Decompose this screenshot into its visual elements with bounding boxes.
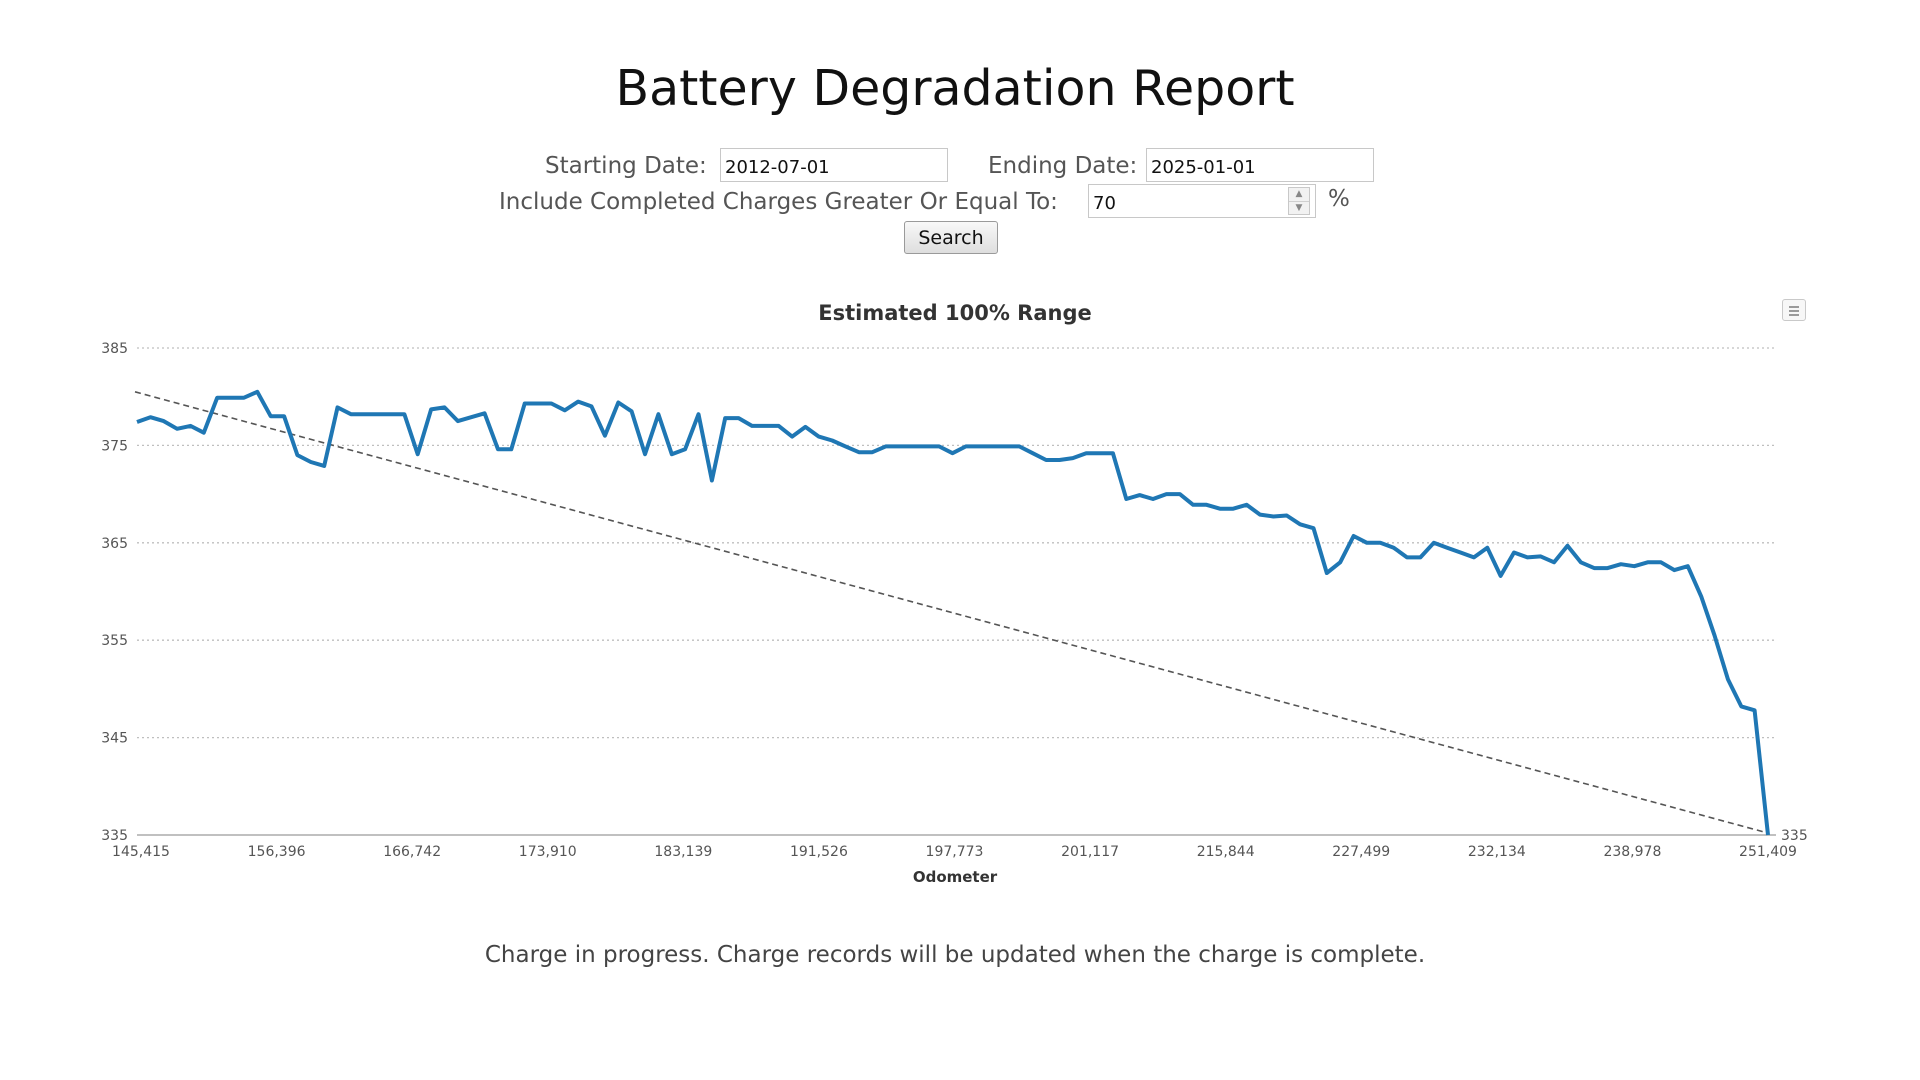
x-tick-label: 183,139 bbox=[654, 844, 712, 860]
y-tick-label: 385 bbox=[101, 341, 128, 357]
trend-line bbox=[134, 391, 1769, 834]
x-tick-label: 238,978 bbox=[1603, 844, 1661, 860]
charge-threshold-label: Include Completed Charges Greater Or Equ… bbox=[499, 189, 1058, 215]
x-axis-ticks: 145,415 156,396 166,742 173,910 183,139 191,5… bbox=[112, 844, 1797, 860]
x-tick-label: 156,396 bbox=[248, 844, 306, 860]
x-axis-title: Odometer bbox=[913, 868, 998, 886]
x-tick-label: 232,134 bbox=[1468, 844, 1526, 860]
x-tick-label: 251,409 bbox=[1739, 844, 1797, 860]
charge-threshold-input[interactable] bbox=[1088, 184, 1316, 218]
y-tick-label: 345 bbox=[101, 731, 128, 747]
percent-symbol: % bbox=[1328, 186, 1350, 212]
starting-date-label: Starting Date: bbox=[545, 153, 707, 179]
search-button[interactable]: Search bbox=[904, 221, 998, 254]
ending-date-label: Ending Date: bbox=[988, 153, 1138, 179]
starting-date-input[interactable] bbox=[720, 148, 948, 182]
x-tick-label: 191,526 bbox=[790, 844, 848, 860]
y-tick-label: 365 bbox=[101, 536, 128, 552]
x-tick-label: 197,773 bbox=[926, 844, 984, 860]
threshold-spinner[interactable]: ▲ ▼ bbox=[1288, 187, 1310, 215]
chart-title: Estimated 100% Range bbox=[818, 301, 1092, 325]
series-line-estimated-range bbox=[136, 389, 1770, 836]
x-tick-label: 166,742 bbox=[383, 844, 441, 860]
x-tick-label: 145,415 bbox=[112, 844, 170, 860]
x-tick-label: 215,844 bbox=[1197, 844, 1255, 860]
x-tick-label: 227,499 bbox=[1332, 844, 1390, 860]
y-tick-label: 335 bbox=[101, 828, 128, 844]
y-tick-label: 375 bbox=[101, 438, 128, 454]
x-tick-label: 201,117 bbox=[1061, 844, 1119, 860]
y-axis-ticks: 335 345 355 365 375 385 bbox=[101, 341, 128, 844]
x-tick-label: 173,910 bbox=[519, 844, 577, 860]
chart-menu-button[interactable] bbox=[1782, 299, 1806, 321]
chevron-down-icon[interactable]: ▼ bbox=[1289, 201, 1309, 215]
y-tick-label: 355 bbox=[101, 633, 128, 649]
chevron-up-icon[interactable]: ▲ bbox=[1295, 189, 1303, 199]
ending-date-input[interactable] bbox=[1146, 148, 1374, 182]
charge-status-message: Charge in progress. Charge records will … bbox=[484, 942, 1426, 968]
grid-lines bbox=[137, 347, 1776, 739]
right-axis-end-label: 335 bbox=[1781, 828, 1808, 844]
page-title: Battery Degradation Report bbox=[615, 60, 1295, 117]
